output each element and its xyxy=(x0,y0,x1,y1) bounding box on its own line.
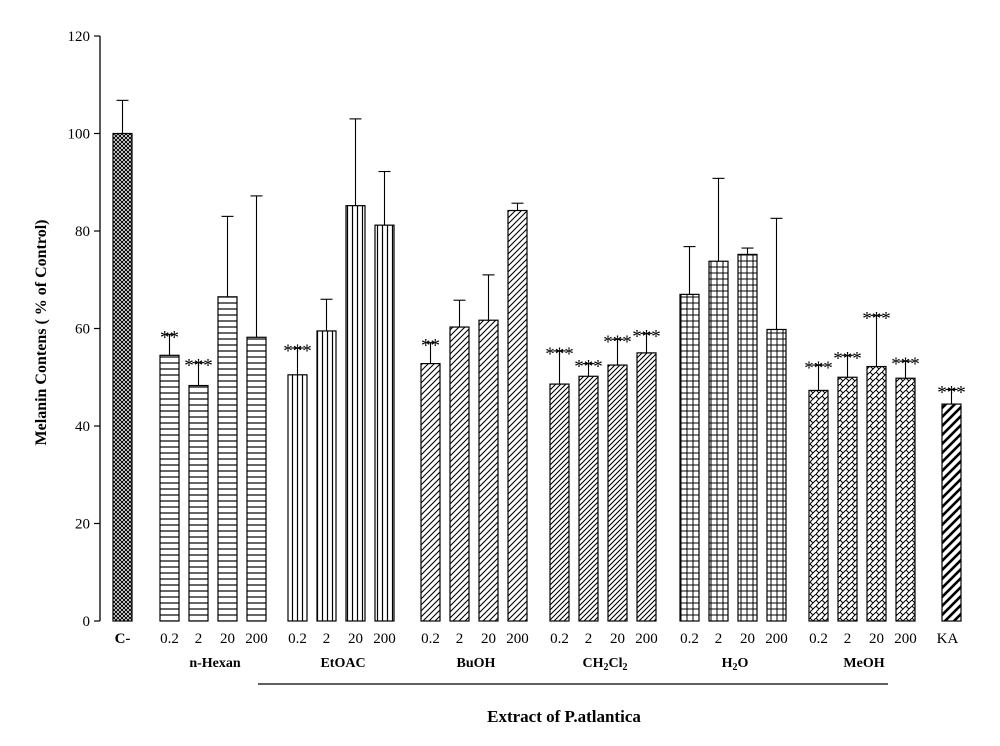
bar xyxy=(420,363,441,622)
bar xyxy=(708,260,729,622)
significance-label: *** xyxy=(937,382,966,403)
bar xyxy=(374,224,395,622)
significance-label: *** xyxy=(862,308,891,329)
bar xyxy=(737,253,758,622)
y-axis-title: Melanin Contens ( % of Control) xyxy=(33,220,50,446)
significance-label: *** xyxy=(632,326,661,347)
x-tick-label: 200 xyxy=(373,631,396,647)
significance-label: *** xyxy=(891,354,920,375)
x-tick-label: 0.2 xyxy=(809,631,828,647)
labels: Melanin Contens ( % of Control) C- ** 0.2 **… xyxy=(33,220,966,726)
y-tick-label: 120 xyxy=(68,29,91,45)
y-tick-label: 20 xyxy=(75,517,90,533)
bar xyxy=(316,330,337,622)
x-tick-label: 20 xyxy=(740,631,755,647)
bar xyxy=(449,326,470,622)
bar xyxy=(636,352,657,622)
significance-label: ** xyxy=(160,327,179,348)
x-axis-title: Extract of P.atlantica xyxy=(487,707,641,726)
y-tick-label: 100 xyxy=(68,127,91,143)
significance-label: *** xyxy=(833,348,862,369)
x-tick-label: 20 xyxy=(348,631,363,647)
bar xyxy=(549,383,570,622)
bar xyxy=(941,403,962,622)
bar xyxy=(808,389,829,622)
bar xyxy=(507,209,528,622)
y-tick-label: 80 xyxy=(75,224,90,240)
x-tick-label: 20 xyxy=(481,631,496,647)
y-tick-label: 60 xyxy=(75,322,90,338)
x-tick-label: KA xyxy=(937,631,959,647)
significance-label: *** xyxy=(283,341,312,362)
group-label: EtOAC xyxy=(320,656,365,671)
y-tick-label: 0 xyxy=(83,614,91,630)
significance-label: *** xyxy=(574,357,603,378)
group-label: MeOH xyxy=(843,656,884,671)
bar xyxy=(578,375,599,622)
x-tick-label: C- xyxy=(115,631,131,647)
x-tick-label: 200 xyxy=(635,631,658,647)
significance-label: ** xyxy=(421,336,440,357)
x-tick-label: 2 xyxy=(585,631,593,647)
group-label: CH2Cl2 xyxy=(583,656,628,673)
bar xyxy=(188,384,209,622)
x-tick-label: 2 xyxy=(456,631,464,647)
x-tick-label: 2 xyxy=(195,631,203,647)
x-tick-label: 2 xyxy=(715,631,723,647)
bar xyxy=(478,319,499,622)
x-tick-label: 0.2 xyxy=(680,631,699,647)
significance-label: *** xyxy=(184,356,213,377)
x-tick-label: 200 xyxy=(894,631,917,647)
bar xyxy=(159,354,180,622)
bar xyxy=(895,377,916,622)
group-label: n-Hexan xyxy=(189,656,241,671)
x-tick-label: 0.2 xyxy=(160,631,179,647)
bars xyxy=(112,99,962,622)
bar xyxy=(766,328,787,622)
x-tick-label: 200 xyxy=(765,631,788,647)
bar xyxy=(287,374,308,622)
x-tick-label: 0.2 xyxy=(288,631,307,647)
group-label: H2O xyxy=(722,656,749,673)
bar xyxy=(345,205,366,622)
x-tick-label: 0.2 xyxy=(421,631,440,647)
group-label: BuOH xyxy=(457,656,496,671)
x-tick-label: 2 xyxy=(844,631,852,647)
bar xyxy=(679,293,700,622)
bar xyxy=(246,336,267,622)
y-tick-label: 40 xyxy=(75,419,90,435)
significance-label: *** xyxy=(804,358,833,379)
x-tick-label: 0.2 xyxy=(550,631,569,647)
bar xyxy=(112,132,133,622)
x-tick-label: 20 xyxy=(869,631,884,647)
bar xyxy=(607,364,628,622)
significance-label: *** xyxy=(545,344,574,365)
x-tick-label: 200 xyxy=(506,631,529,647)
x-tick-label: 200 xyxy=(245,631,268,647)
x-tick-label: 2 xyxy=(323,631,331,647)
bar xyxy=(837,376,858,622)
x-tick-label: 20 xyxy=(220,631,235,647)
significance-label: *** xyxy=(603,332,632,353)
bar xyxy=(866,365,887,622)
axes: 0 20 40 60 80 100 120 xyxy=(68,29,888,685)
bar xyxy=(217,296,238,622)
x-tick-label: 20 xyxy=(610,631,625,647)
